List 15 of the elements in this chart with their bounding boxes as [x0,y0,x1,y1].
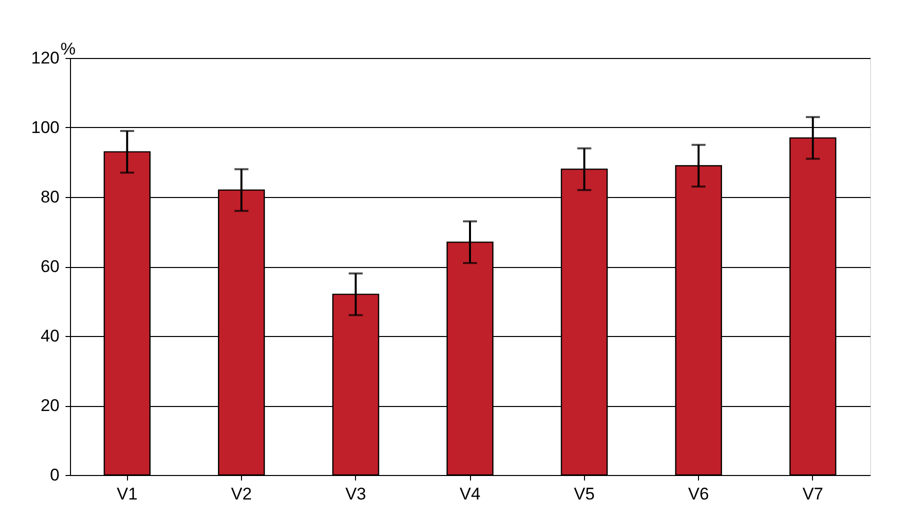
y-tick-label: 0 [50,466,60,484]
y-tick-label: 80 [40,188,60,206]
y-tick-label: 40 [40,326,60,346]
y-axis-title: % [60,40,76,58]
y-tick-label: 20 [40,396,60,415]
x-tick-label: V3 [345,484,366,504]
x-tick-label: V4 [460,484,480,504]
x-tick-label: V6 [688,484,709,504]
y-tick-label: 120 [31,48,60,68]
x-tick-label: V5 [574,484,595,504]
x-tick-label: V1 [116,484,138,504]
x-tick-label: V2 [231,484,252,504]
x-tick-label: V7 [802,484,824,504]
y-tick-label: 60 [40,257,60,276]
y-tick-label: 100 [31,118,60,137]
